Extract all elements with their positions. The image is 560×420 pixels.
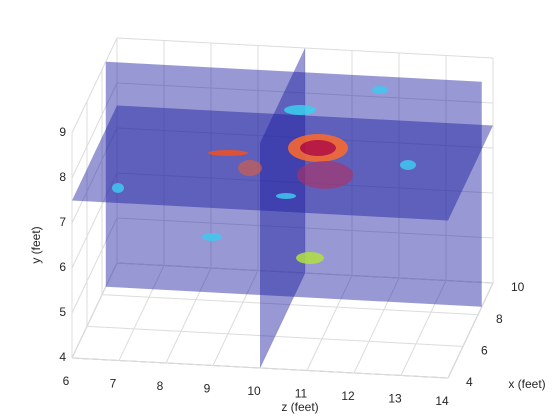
text-layer: z (feet) x (feet) y (feet) 6 7 8 9 10 11 12 13 1…	[29, 125, 546, 414]
heat-blob	[372, 86, 388, 94]
y-tick-label: 6	[59, 260, 66, 274]
heat-blob	[400, 160, 416, 170]
x-tick-label: 4	[466, 375, 473, 389]
heat-blob	[238, 160, 262, 176]
heat-blob	[300, 140, 336, 156]
grid-line	[447, 282, 494, 379]
z-tick-label: 7	[110, 377, 117, 391]
heat-blob	[284, 105, 316, 115]
slice-x	[105, 61, 482, 307]
grid-line	[71, 217, 118, 314]
grid-line	[353, 277, 400, 374]
grid-line	[71, 37, 118, 134]
grid-line	[259, 272, 306, 369]
heat-blob	[276, 193, 296, 199]
x-tick-label: 6	[481, 344, 488, 358]
grid-line	[116, 262, 494, 284]
heat-blob	[297, 161, 353, 189]
grid-line	[116, 37, 494, 59]
heat-blob	[208, 150, 248, 156]
y-tick-label: 4	[59, 350, 66, 364]
x-axis-label: x (feet)	[508, 377, 545, 391]
z-tick-label: 14	[435, 394, 449, 408]
grid-line	[71, 357, 449, 379]
grid-line	[400, 280, 447, 376]
slice-z	[260, 48, 305, 368]
grid-line	[71, 262, 118, 359]
z-tick-label: 9	[204, 382, 211, 396]
x-tick-label: 10	[511, 280, 525, 294]
grid-line	[165, 267, 212, 364]
heat-layer	[112, 86, 416, 264]
slice-y	[72, 105, 493, 221]
heat-blob	[296, 252, 324, 264]
grid-line	[116, 217, 494, 239]
grid-line	[86, 325, 464, 347]
y-tick-label: 7	[59, 215, 66, 229]
grid-line	[212, 270, 259, 366]
grid-line	[71, 127, 118, 224]
slice-layer	[72, 48, 493, 368]
heat-blob	[112, 183, 124, 193]
z-tick-label: 12	[341, 389, 355, 403]
z-tick-label: 11	[295, 387, 308, 401]
x-tick-label: 8	[496, 312, 503, 326]
z-axis-label: z (feet)	[281, 400, 318, 414]
z-tick-label: 13	[388, 392, 402, 406]
z-tick-label: 6	[63, 374, 70, 388]
grid-line	[71, 172, 118, 269]
y-tick-label: 8	[59, 170, 66, 184]
grid-line	[306, 275, 353, 371]
z-tick-label: 8	[157, 379, 164, 393]
grid-layer	[71, 37, 494, 379]
y-axis-label: y (feet)	[29, 226, 43, 263]
z-tick-label: 10	[247, 384, 261, 398]
grid-line	[101, 294, 479, 316]
grid-line	[116, 82, 494, 104]
grid-line	[118, 265, 165, 361]
heat-blob	[202, 233, 222, 241]
grid-line	[71, 82, 118, 179]
y-tick-label: 9	[59, 125, 66, 139]
y-tick-label: 5	[59, 305, 66, 319]
